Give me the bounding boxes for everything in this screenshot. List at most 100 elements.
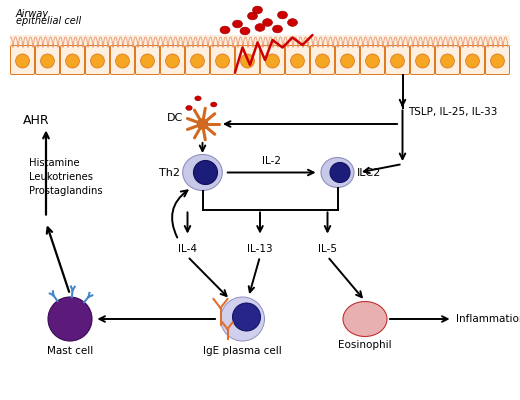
FancyBboxPatch shape bbox=[410, 46, 435, 74]
FancyBboxPatch shape bbox=[85, 46, 110, 74]
FancyBboxPatch shape bbox=[385, 46, 410, 74]
Circle shape bbox=[73, 307, 79, 313]
Ellipse shape bbox=[41, 54, 55, 68]
Bar bbox=[10, 35, 510, 75]
Circle shape bbox=[64, 302, 71, 308]
Ellipse shape bbox=[272, 25, 282, 33]
FancyBboxPatch shape bbox=[35, 46, 59, 74]
Ellipse shape bbox=[375, 317, 383, 323]
Ellipse shape bbox=[372, 314, 380, 320]
Text: epithelial cell: epithelial cell bbox=[16, 16, 81, 26]
Ellipse shape bbox=[241, 54, 254, 68]
FancyBboxPatch shape bbox=[310, 46, 334, 74]
Text: IL-2: IL-2 bbox=[262, 156, 281, 166]
Text: Histamine
Leukotrienes
Prostaglandins: Histamine Leukotrienes Prostaglandins bbox=[29, 158, 102, 196]
Circle shape bbox=[56, 320, 62, 326]
Ellipse shape bbox=[186, 106, 192, 110]
Ellipse shape bbox=[347, 317, 355, 323]
Text: IL-5: IL-5 bbox=[318, 244, 337, 254]
Ellipse shape bbox=[140, 54, 154, 68]
Ellipse shape bbox=[115, 54, 129, 68]
Circle shape bbox=[198, 119, 207, 129]
Text: DC: DC bbox=[167, 113, 184, 123]
Ellipse shape bbox=[216, 54, 229, 68]
Circle shape bbox=[63, 325, 69, 331]
Circle shape bbox=[226, 324, 229, 328]
Ellipse shape bbox=[16, 54, 29, 68]
Circle shape bbox=[77, 318, 83, 325]
Ellipse shape bbox=[355, 322, 363, 328]
Circle shape bbox=[236, 301, 240, 305]
FancyBboxPatch shape bbox=[10, 46, 34, 74]
Text: Airway: Airway bbox=[16, 9, 49, 19]
Circle shape bbox=[232, 303, 261, 331]
Ellipse shape bbox=[263, 19, 272, 26]
Circle shape bbox=[243, 336, 247, 340]
Ellipse shape bbox=[291, 54, 304, 68]
Ellipse shape bbox=[367, 322, 375, 328]
Ellipse shape bbox=[211, 102, 217, 107]
FancyBboxPatch shape bbox=[161, 46, 185, 74]
Circle shape bbox=[243, 300, 247, 304]
FancyBboxPatch shape bbox=[360, 46, 384, 74]
FancyBboxPatch shape bbox=[335, 46, 359, 74]
Ellipse shape bbox=[278, 11, 288, 19]
FancyBboxPatch shape bbox=[186, 46, 210, 74]
Ellipse shape bbox=[288, 19, 297, 26]
Text: Inflammation: Inflammation bbox=[456, 314, 520, 324]
Circle shape bbox=[76, 307, 82, 313]
Ellipse shape bbox=[316, 54, 329, 68]
Circle shape bbox=[227, 316, 230, 320]
Ellipse shape bbox=[266, 54, 279, 68]
Circle shape bbox=[251, 332, 254, 336]
Text: ILC2: ILC2 bbox=[357, 168, 381, 178]
Circle shape bbox=[69, 313, 76, 320]
Ellipse shape bbox=[194, 96, 201, 101]
Ellipse shape bbox=[366, 54, 380, 68]
Ellipse shape bbox=[361, 311, 369, 317]
Text: IL-13: IL-13 bbox=[247, 244, 273, 254]
Ellipse shape bbox=[350, 314, 358, 320]
Ellipse shape bbox=[391, 54, 405, 68]
Text: IgE plasma cell: IgE plasma cell bbox=[203, 346, 282, 356]
Circle shape bbox=[220, 297, 265, 341]
Ellipse shape bbox=[440, 54, 454, 68]
Ellipse shape bbox=[166, 54, 179, 68]
FancyBboxPatch shape bbox=[461, 46, 485, 74]
Circle shape bbox=[59, 310, 66, 316]
Circle shape bbox=[48, 297, 92, 341]
Circle shape bbox=[193, 160, 217, 184]
Text: Eosinophil: Eosinophil bbox=[338, 340, 392, 350]
Ellipse shape bbox=[343, 302, 387, 336]
Ellipse shape bbox=[191, 54, 204, 68]
FancyBboxPatch shape bbox=[436, 46, 460, 74]
Ellipse shape bbox=[220, 26, 230, 34]
Circle shape bbox=[330, 162, 350, 182]
Circle shape bbox=[256, 312, 261, 316]
Ellipse shape bbox=[90, 54, 105, 68]
Circle shape bbox=[231, 331, 236, 335]
FancyBboxPatch shape bbox=[111, 46, 135, 74]
Ellipse shape bbox=[321, 158, 354, 188]
Text: AHR: AHR bbox=[22, 114, 49, 126]
Text: IL-4: IL-4 bbox=[178, 244, 197, 254]
Circle shape bbox=[255, 322, 259, 326]
Text: TSLP, IL-25, IL-33: TSLP, IL-25, IL-33 bbox=[409, 108, 498, 118]
Ellipse shape bbox=[253, 6, 263, 14]
Ellipse shape bbox=[491, 54, 504, 68]
FancyBboxPatch shape bbox=[60, 46, 84, 74]
Ellipse shape bbox=[255, 24, 265, 31]
Ellipse shape bbox=[232, 20, 242, 28]
Ellipse shape bbox=[240, 27, 250, 35]
Ellipse shape bbox=[66, 54, 80, 68]
Ellipse shape bbox=[415, 54, 430, 68]
FancyBboxPatch shape bbox=[236, 46, 259, 74]
Circle shape bbox=[252, 303, 255, 307]
Text: Mast cell: Mast cell bbox=[47, 346, 93, 356]
FancyBboxPatch shape bbox=[136, 46, 160, 74]
Circle shape bbox=[229, 310, 233, 314]
Ellipse shape bbox=[183, 154, 223, 190]
FancyBboxPatch shape bbox=[486, 46, 510, 74]
FancyBboxPatch shape bbox=[261, 46, 284, 74]
Text: Th2: Th2 bbox=[159, 168, 180, 178]
